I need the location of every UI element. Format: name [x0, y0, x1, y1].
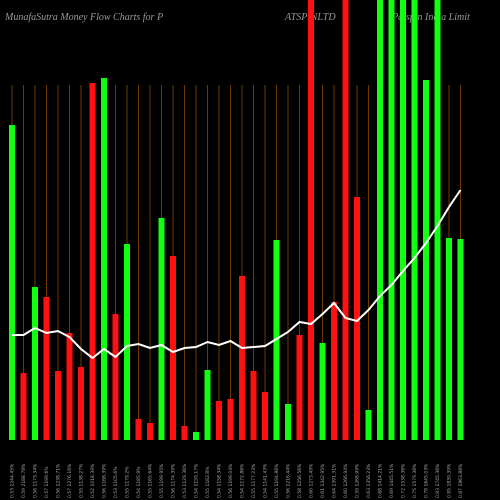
x-tick-label: 0.56 1238.71% — [56, 463, 62, 498]
bar — [285, 404, 291, 440]
bar — [135, 419, 142, 440]
x-tick-label: 0.56 1216.44% — [286, 463, 292, 498]
bar — [388, 0, 395, 440]
bar — [400, 0, 406, 440]
bar — [193, 432, 199, 440]
x-tick-label: 0.54 1141.43% — [263, 463, 269, 498]
bar — [262, 392, 268, 440]
bar — [101, 78, 107, 440]
x-tick-label: 0.54 1185.9% — [136, 466, 142, 498]
x-tick-label: 0.55 1179.2% — [125, 466, 131, 498]
x-tick-label: 0.54 1159.17% — [194, 463, 200, 498]
x-tick-label: 0.56 1174.39% — [171, 463, 177, 498]
x-tick-label: 0.87 1863.88% — [458, 463, 464, 498]
bar — [89, 83, 96, 440]
bar — [446, 238, 452, 440]
bar — [158, 218, 165, 440]
x-tick-label: 0.63 1356.23% — [366, 463, 372, 498]
x-tick-label: 0.57 1199.6% — [44, 466, 50, 498]
bar — [342, 0, 349, 440]
x-tick-label: 0.55 1182.8% — [205, 466, 211, 498]
x-tick-label: 0.55 1165.64% — [148, 463, 154, 498]
bar — [308, 0, 314, 440]
bar — [147, 423, 153, 440]
x-tick-label: 0.60 1273.49% — [309, 463, 315, 498]
x-tick-label: 0.60 1266.94% — [343, 463, 349, 498]
x-tick-label: 0.59 2188.78% — [21, 463, 27, 498]
x-tick-label: 0.72 1538.36% — [401, 463, 407, 498]
x-tick-label: 0.68 1414.21% — [378, 463, 384, 498]
bar — [457, 239, 464, 440]
x-tick-label: 0.53 1244.45% — [10, 463, 16, 498]
bar — [365, 410, 372, 440]
bar — [319, 343, 326, 440]
chart-title: MunafaSutra Money Flow Charts for P — [4, 12, 163, 23]
x-tick-label: 0.54 1158.34% — [217, 463, 223, 498]
x-tick-label: 0.56 1199.04% — [228, 463, 234, 498]
x-tick-label: 0.52 1018.39% — [90, 463, 96, 498]
bar — [32, 287, 38, 440]
x-tick-label: 0.55 1199.95% — [159, 463, 165, 498]
x-tick-label: 0.78 1645.03% — [424, 463, 430, 498]
x-tick-label: 0.57 1276.16% — [67, 463, 73, 498]
x-tick-label: 0.61 1342.95% — [320, 463, 326, 498]
bar — [250, 371, 257, 440]
bar — [227, 399, 234, 440]
bar — [9, 125, 15, 440]
bar — [78, 367, 84, 440]
x-tick-label: 0.53 1129.36% — [182, 463, 188, 498]
bar — [377, 0, 383, 440]
x-tick-label: 0.55 1138.27% — [79, 463, 85, 498]
price-line — [12, 189, 462, 360]
bar — [20, 373, 27, 440]
x-tick-label: 0.56 1173.34% — [33, 463, 39, 498]
x-tick-label: 0.59 1268.99% — [355, 463, 361, 498]
bar — [204, 370, 211, 440]
bar — [239, 276, 245, 440]
x-tick-label: 0.53 1105.6% — [113, 466, 119, 498]
x-tick-label: 0.83 1745.36% — [435, 463, 441, 498]
x-tick-label: 0.58 1256.56% — [297, 463, 303, 498]
bar — [434, 0, 441, 440]
bar — [331, 302, 337, 440]
x-tick-label: 0.56 1166.39% — [102, 463, 108, 498]
bar — [181, 426, 188, 440]
bar — [216, 401, 222, 440]
company-name: Patspin India Limit — [391, 12, 470, 23]
x-tick-label: 0.64 1391.31% — [332, 463, 338, 498]
x-tick-label: 0.75 1579.38% — [412, 463, 418, 498]
x-tick-label: 0.85 1839.39% — [447, 463, 453, 498]
x-tick-label: 0.69 1445.51% — [389, 463, 395, 498]
x-tick-label: 0.55 1194.86% — [274, 463, 280, 498]
bar — [354, 197, 360, 440]
bar — [55, 371, 61, 440]
bar — [43, 297, 50, 440]
bar — [423, 80, 429, 440]
bar — [296, 335, 303, 440]
bar — [411, 0, 418, 440]
bar — [66, 333, 73, 440]
bar — [124, 244, 130, 440]
bar — [170, 256, 176, 440]
x-tick-label: 0.54 1172.86% — [240, 463, 246, 498]
x-tick-label: 0.55 1177.23% — [251, 463, 257, 498]
bar — [112, 314, 119, 440]
